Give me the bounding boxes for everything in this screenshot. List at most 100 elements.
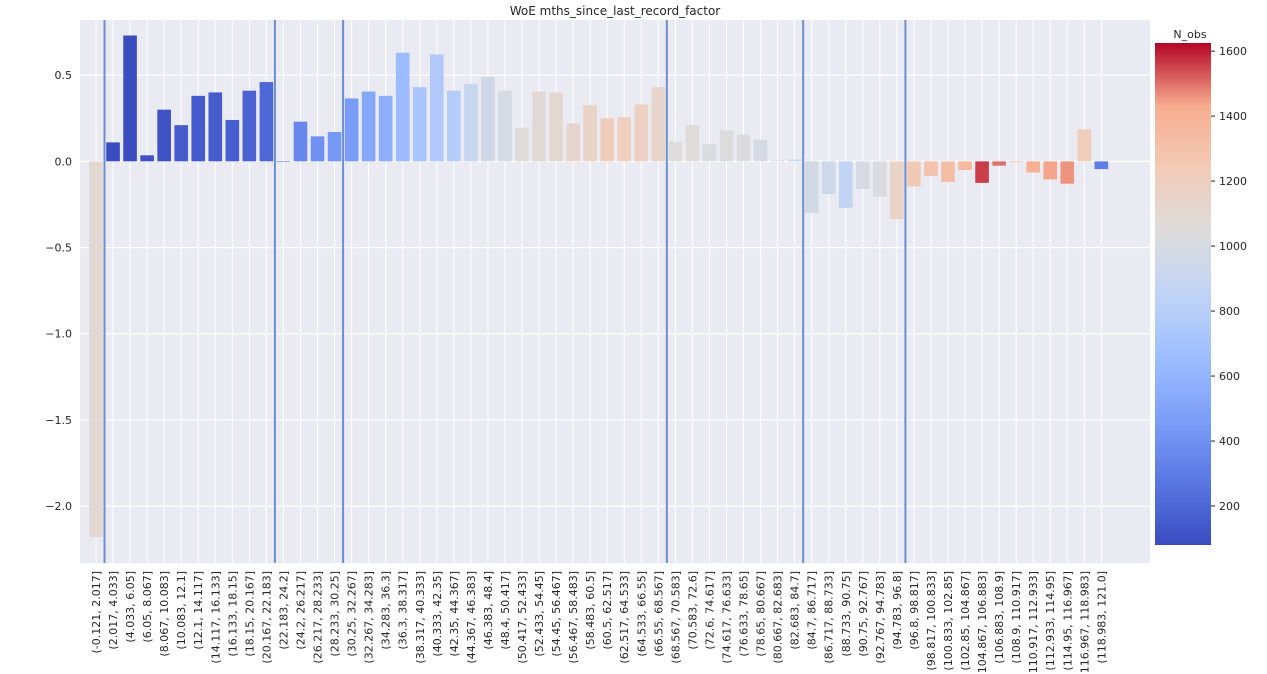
bar xyxy=(344,98,359,162)
bar xyxy=(600,118,614,162)
bar xyxy=(651,87,666,162)
x-tick-label: (16.133, 18.15] xyxy=(226,571,239,657)
bar xyxy=(532,91,546,162)
bar xyxy=(208,92,223,162)
x-tick-label: (108.9, 110.917] xyxy=(1010,571,1023,664)
bar xyxy=(958,161,972,170)
bar xyxy=(702,144,717,162)
x-tick-label: (24.2, 26.217] xyxy=(294,571,307,650)
x-tick-label: (98.817, 100.833] xyxy=(925,571,938,671)
bar xyxy=(770,160,785,162)
x-tick-label: (102.85, 104.867] xyxy=(959,571,972,671)
colorbar-tick-label: 1200 xyxy=(1219,175,1247,188)
bar xyxy=(191,95,206,162)
colorbar-tick-label: 400 xyxy=(1219,435,1240,448)
x-tick-label: (30.25, 32.267] xyxy=(346,571,359,657)
x-tick-label: (90.75, 92.767] xyxy=(857,571,870,657)
bar xyxy=(106,142,120,162)
x-tick-label: (116.967, 118.983] xyxy=(1078,571,1091,674)
y-tick-label: −2.0 xyxy=(45,500,72,513)
y-tick-label: 0.5 xyxy=(55,69,73,82)
bar xyxy=(975,161,989,183)
chart-title: WoE mths_since_last_record_factor xyxy=(510,4,721,18)
bar xyxy=(123,35,137,162)
grid-layer xyxy=(80,20,1150,563)
bar xyxy=(1026,161,1040,173)
x-tick-label: (72.6, 74.617] xyxy=(703,571,716,650)
bar xyxy=(719,130,734,162)
bars-layer xyxy=(89,35,1109,538)
x-tick-label: (88.733, 90.75] xyxy=(840,571,853,657)
x-tick-label: (86.717, 88.733] xyxy=(823,571,836,664)
bar xyxy=(634,104,649,162)
x-tick-label: (104.867, 106.883] xyxy=(976,571,989,674)
bar xyxy=(395,52,410,162)
x-tick-label: (28.233, 30.25] xyxy=(329,571,342,657)
bar xyxy=(685,125,700,162)
bar xyxy=(873,161,887,197)
x-tick-label: (20.167, 22.183] xyxy=(260,571,273,664)
bar xyxy=(804,161,819,214)
x-tick-label: (-0.121, 2.017] xyxy=(90,571,103,654)
x-tick-label: (8.067, 10.083] xyxy=(158,571,171,657)
bar xyxy=(464,83,478,162)
bar xyxy=(276,161,291,162)
bar xyxy=(890,161,904,220)
colorbar-label: N_obs xyxy=(1173,28,1206,41)
y-tick-label: −0.5 xyxy=(45,242,72,255)
x-tick-label: (84.7, 86.717] xyxy=(806,571,819,650)
bar xyxy=(617,117,632,162)
bar xyxy=(924,161,938,177)
bar xyxy=(259,82,274,162)
x-tick-label: (44.367, 46.383] xyxy=(465,571,478,664)
x-tick-label: (32.267, 34.283] xyxy=(363,571,376,664)
colorbar-tick-labels: 200 400 600 800 1000 1200 1400 1600 xyxy=(1211,45,1247,513)
bar xyxy=(992,161,1006,166)
x-tick-label: (94.783, 96.8] xyxy=(891,571,904,650)
x-tick-label: (40.333, 42.35] xyxy=(431,571,444,657)
bar xyxy=(89,161,103,538)
bar xyxy=(1060,161,1075,184)
x-tick-label: (96.8, 98.817] xyxy=(908,571,921,650)
colorbar-tick-label: 1600 xyxy=(1219,45,1247,58)
y-tick-label: 0.0 xyxy=(55,155,73,168)
x-tick-label: (34.283, 36.3] xyxy=(380,571,393,650)
x-tick-label: (12.1, 14.117] xyxy=(192,571,205,650)
bar xyxy=(668,141,683,162)
x-tick-label: (110.917, 112.933] xyxy=(1027,571,1040,674)
x-tick-label: (82.683, 84.7] xyxy=(789,571,802,650)
vlines-layer xyxy=(103,20,907,563)
bar xyxy=(140,155,154,162)
x-tick-label: (68.567, 70.583] xyxy=(669,571,682,664)
x-tick-label: (92.767, 94.783] xyxy=(874,571,887,664)
colorbar-gradient xyxy=(1155,43,1211,545)
bar xyxy=(242,90,257,162)
x-tick-label: (118.983, 121.0] xyxy=(1095,571,1108,664)
bar xyxy=(361,91,376,162)
bar xyxy=(378,95,393,162)
bar xyxy=(1094,161,1109,170)
x-tick-label: (18.15, 20.167] xyxy=(243,571,256,657)
x-tick-label: (64.533, 66.55] xyxy=(635,571,648,657)
x-tick-label: (6.05, 8.067] xyxy=(141,571,154,643)
colorbar-tick-label: 1000 xyxy=(1219,240,1247,253)
colorbar-tick-label: 800 xyxy=(1219,305,1240,318)
bar xyxy=(821,161,836,195)
bar xyxy=(225,119,240,162)
bar xyxy=(753,139,768,162)
x-tick-label: (14.117, 16.133] xyxy=(209,571,222,664)
x-tick-label: (54.45, 56.467] xyxy=(550,571,563,657)
x-tick-label: (46.383, 48.4] xyxy=(482,571,495,650)
x-tick-label: (22.183, 24.2] xyxy=(277,571,290,650)
x-tick-label: (106.883, 108.9] xyxy=(993,571,1006,664)
bar xyxy=(1009,161,1023,162)
x-tick-label: (38.317, 40.333] xyxy=(414,571,427,664)
y-tick-label: −1.5 xyxy=(45,414,72,427)
bar xyxy=(515,127,529,162)
bar xyxy=(430,54,444,162)
bar xyxy=(856,161,870,189)
x-tick-label: (74.617, 76.633] xyxy=(720,571,733,664)
x-tick-label: (50.417, 52.433] xyxy=(516,571,529,664)
x-tick-label: (42.35, 44.367] xyxy=(448,571,461,657)
